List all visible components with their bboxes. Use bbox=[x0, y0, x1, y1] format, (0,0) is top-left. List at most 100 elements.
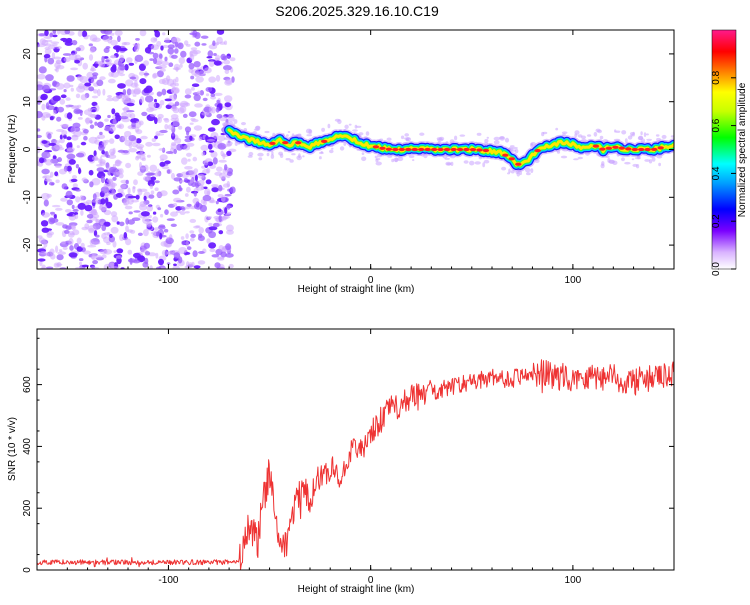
noise-point bbox=[89, 113, 97, 119]
noise-point bbox=[52, 34, 58, 38]
noise-point bbox=[166, 262, 171, 265]
noise-point bbox=[208, 106, 214, 114]
noise-point bbox=[190, 75, 195, 80]
halo-point bbox=[486, 136, 489, 139]
noise-point bbox=[123, 232, 128, 239]
noise-point bbox=[112, 240, 117, 248]
noise-point bbox=[112, 147, 116, 155]
noise-point bbox=[157, 113, 164, 119]
snr-frame bbox=[36, 328, 675, 571]
noise-point bbox=[84, 117, 93, 124]
noise-point bbox=[65, 190, 73, 198]
noise-point bbox=[177, 42, 184, 50]
noise-point bbox=[189, 178, 194, 184]
noise-point bbox=[92, 193, 97, 201]
noise-point bbox=[172, 265, 180, 269]
noise-point bbox=[98, 204, 108, 211]
noise-point bbox=[161, 60, 169, 66]
trace-peak bbox=[450, 147, 457, 152]
noise-point bbox=[162, 44, 169, 49]
halo-point bbox=[508, 168, 511, 174]
noise-point bbox=[131, 122, 137, 128]
noise-point bbox=[57, 30, 61, 35]
noise-point bbox=[105, 46, 111, 49]
noise-point bbox=[143, 229, 149, 237]
noise-point bbox=[193, 94, 201, 102]
noise-point bbox=[68, 238, 74, 246]
noise-point bbox=[181, 240, 186, 246]
trace-peak bbox=[651, 147, 658, 151]
noise-point bbox=[89, 239, 94, 246]
noise-point bbox=[39, 260, 43, 267]
noise-point bbox=[160, 213, 164, 218]
noise-point bbox=[119, 54, 125, 63]
noise-point bbox=[55, 179, 60, 184]
noise-point bbox=[125, 79, 134, 87]
halo-point bbox=[287, 131, 291, 133]
noise-point bbox=[211, 254, 220, 258]
noise-point bbox=[192, 156, 198, 162]
noise-point bbox=[116, 221, 120, 225]
noise-point bbox=[179, 179, 185, 183]
noise-point bbox=[87, 107, 92, 112]
noise-point bbox=[158, 224, 166, 228]
noise-point bbox=[190, 233, 196, 238]
noise-point bbox=[186, 130, 190, 136]
noise-point bbox=[119, 234, 124, 242]
noise-point bbox=[60, 197, 68, 202]
noise-point bbox=[193, 202, 203, 210]
noise-point bbox=[184, 40, 189, 46]
noise-point bbox=[176, 143, 183, 151]
noise-point bbox=[204, 159, 209, 166]
noise-point bbox=[208, 76, 217, 83]
noise-point bbox=[60, 37, 68, 42]
noise-point bbox=[98, 145, 105, 151]
noise-point bbox=[83, 250, 91, 255]
noise-point bbox=[170, 211, 178, 217]
noise-point bbox=[145, 95, 154, 103]
noise-point bbox=[83, 36, 89, 40]
noise-point bbox=[222, 152, 226, 160]
noise-point bbox=[44, 39, 53, 43]
halo-point bbox=[257, 152, 264, 157]
noise-point bbox=[144, 251, 151, 256]
noise-point bbox=[89, 34, 98, 42]
noise-point bbox=[122, 96, 130, 104]
halo-point bbox=[608, 159, 615, 164]
halo-point bbox=[573, 158, 579, 161]
halo-point bbox=[512, 146, 518, 150]
noise-point bbox=[128, 148, 138, 153]
noise-point bbox=[68, 222, 78, 227]
halo-point bbox=[561, 131, 568, 134]
noise-point bbox=[128, 99, 136, 104]
halo-point bbox=[624, 138, 628, 144]
noise-point bbox=[39, 38, 46, 45]
halo-point bbox=[375, 158, 379, 163]
noise-point bbox=[165, 104, 172, 110]
noise-point bbox=[142, 176, 149, 181]
noise-point bbox=[125, 238, 132, 246]
noise-point bbox=[76, 237, 82, 245]
noise-point bbox=[143, 60, 150, 66]
noise-point bbox=[208, 226, 218, 231]
y-tick-label: 20 bbox=[22, 48, 33, 60]
noise-point bbox=[110, 226, 119, 234]
noise-point bbox=[201, 151, 206, 157]
noise-point bbox=[188, 111, 197, 118]
x-tick-label: 100 bbox=[565, 575, 582, 586]
noise-point bbox=[66, 136, 72, 141]
noise-point bbox=[40, 95, 47, 100]
noise-point bbox=[215, 140, 223, 144]
noise-point bbox=[152, 211, 157, 215]
noise-point bbox=[66, 147, 74, 155]
noise-point bbox=[208, 143, 213, 150]
noise-point bbox=[63, 57, 71, 63]
noise-point bbox=[212, 40, 216, 46]
noise-point bbox=[220, 251, 227, 258]
noise-point bbox=[66, 165, 72, 172]
halo-point bbox=[393, 157, 399, 162]
noise-point bbox=[91, 178, 101, 186]
noise-point bbox=[194, 103, 203, 108]
colorbar: 0.0 0.2 0.4 0.6 0.8 Normalized spectral ampl… bbox=[711, 29, 748, 276]
trace-peak bbox=[657, 146, 664, 150]
